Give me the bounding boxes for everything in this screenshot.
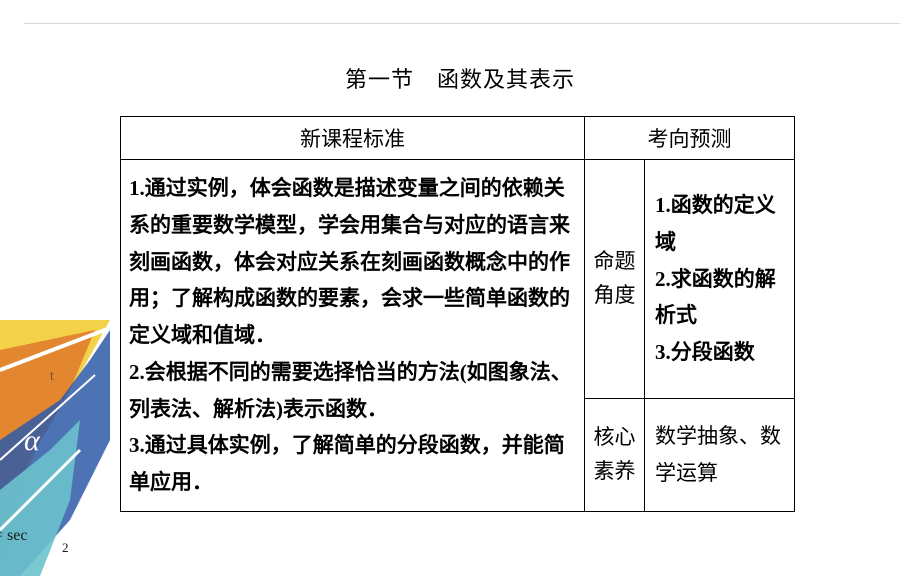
section-title: 第一节 函数及其表示 [0, 62, 920, 94]
cell-predict-body-1: 数学抽象、数学运算 [645, 398, 795, 511]
cell-predict-label-1: 核心 素养 [585, 398, 645, 511]
header-predict: 考向预测 [585, 117, 795, 160]
standard-text: 1.通过实例，体会函数是描述变量之间的依赖关系的重要数学模型，学会用集合与对应的… [129, 176, 572, 494]
header-standard: 新课程标准 [121, 117, 585, 160]
cell-standard-body: 1.通过实例，体会函数是描述变量之间的依赖关系的重要数学模型，学会用集合与对应的… [121, 160, 585, 512]
math-graphic-icon: α = sec 2 t [0, 320, 110, 576]
curriculum-table: 新课程标准 考向预测 1.通过实例，体会函数是描述变量之间的依赖关系的重要数学模… [120, 116, 795, 512]
table-row: 1.通过实例，体会函数是描述变量之间的依赖关系的重要数学模型，学会用集合与对应的… [121, 160, 795, 399]
table-header-row: 新课程标准 考向预测 [121, 117, 795, 160]
svg-text:t: t [50, 369, 54, 384]
corner-decoration: α = sec 2 t [0, 320, 110, 576]
page-top-rule [24, 0, 900, 24]
svg-text:= sec: = sec [0, 527, 27, 544]
page: α = sec 2 t 第一节 函数及其表示 新课程标准 考向预测 1.通过实例… [0, 0, 920, 576]
cell-predict-label-0: 命题 角度 [585, 160, 645, 399]
svg-text:α: α [24, 424, 41, 457]
cell-predict-body-0: 1.函数的定义域 2.求函数的解析式 3.分段函数 [645, 160, 795, 399]
svg-text:2: 2 [62, 540, 69, 555]
